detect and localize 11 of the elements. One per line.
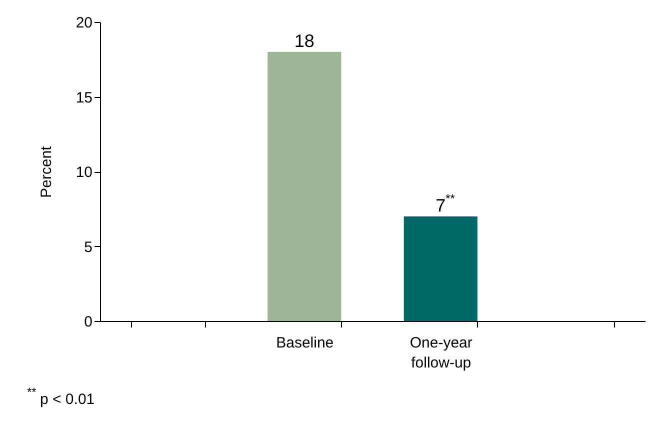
- y-tick-label: 0: [84, 314, 92, 330]
- data-label: 18: [294, 30, 314, 51]
- y-tick-label: 20: [76, 14, 92, 32]
- text: ** p < 0.01: [27, 385, 95, 408]
- x-tick-label: Baseline: [276, 334, 334, 352]
- y-tick-label: 10: [76, 164, 92, 181]
- y-tick-label: 5: [84, 238, 92, 256]
- y-tick-label: 15: [76, 89, 92, 106]
- x-tick-label: One-year follow-up: [410, 334, 472, 372]
- data-label: 7**: [436, 191, 456, 216]
- y-axis-title: Percent: [38, 145, 55, 198]
